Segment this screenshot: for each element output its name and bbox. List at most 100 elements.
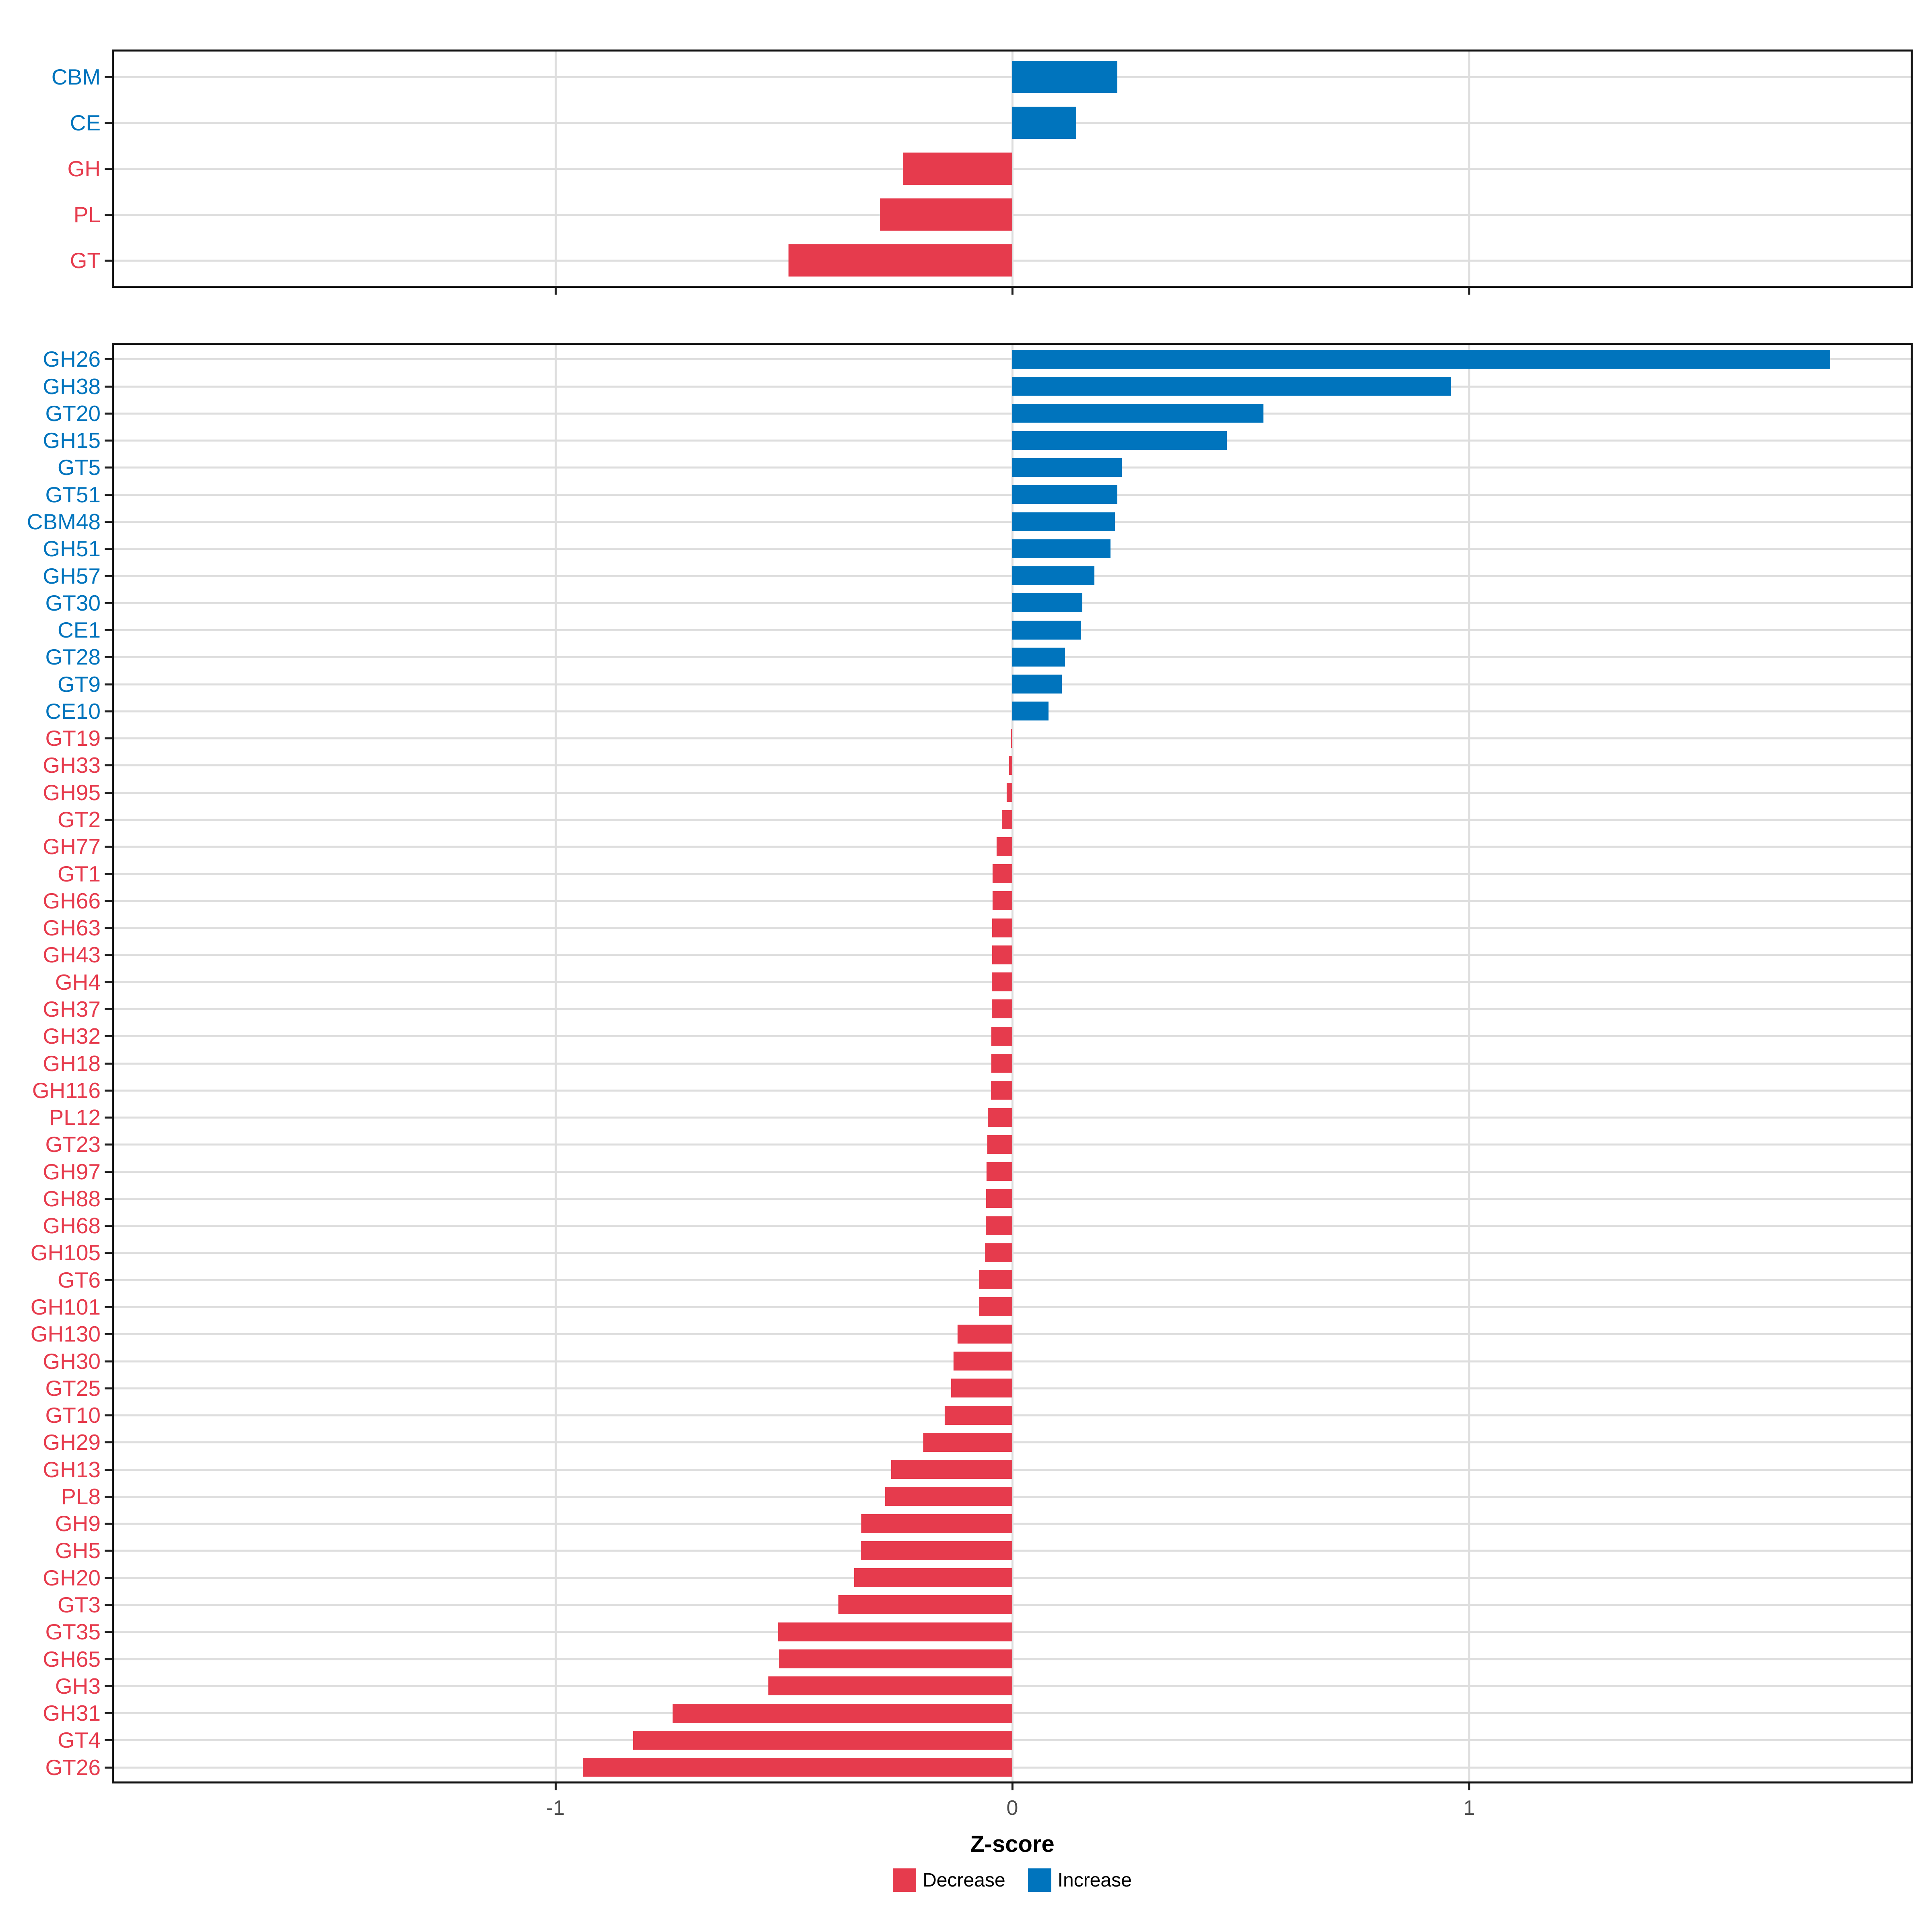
bar-GT19 xyxy=(1011,729,1012,748)
horizontal-gridline xyxy=(114,1090,1911,1092)
bar-GT10 xyxy=(945,1406,1012,1425)
x-axis-tick xyxy=(555,1783,557,1790)
y-label-GH68: GH68 xyxy=(43,1213,101,1238)
increase-swatch xyxy=(1028,1868,1051,1892)
y-label-CBM48: CBM48 xyxy=(27,509,101,534)
bar-PL xyxy=(880,198,1012,231)
bar-GH9 xyxy=(861,1514,1012,1533)
bar-GH38 xyxy=(1012,377,1451,396)
y-label-GH5: GH5 xyxy=(55,1538,101,1563)
y-axis-tick xyxy=(105,629,112,631)
y-axis-tick xyxy=(105,440,112,442)
y-axis-tick xyxy=(105,764,112,766)
bar-GH77 xyxy=(997,837,1012,856)
y-axis-tick xyxy=(105,683,112,685)
horizontal-gridline xyxy=(114,1117,1911,1119)
y-axis-tick xyxy=(105,1063,112,1065)
y-label-GH95: GH95 xyxy=(43,780,101,805)
y-label-GH105: GH105 xyxy=(30,1240,101,1265)
horizontal-gridline xyxy=(114,1035,1911,1037)
y-axis-tick xyxy=(105,122,112,124)
y-label-GT25: GT25 xyxy=(45,1376,101,1401)
y-axis-tick xyxy=(105,792,112,794)
y-axis-tick xyxy=(105,260,112,262)
horizontal-gridline xyxy=(114,1171,1911,1173)
y-axis-tick xyxy=(105,900,112,902)
y-label-GT10: GT10 xyxy=(45,1403,101,1428)
horizontal-gridline xyxy=(114,1279,1911,1281)
y-axis-tick xyxy=(105,710,112,712)
horizontal-gridline xyxy=(114,168,1911,170)
y-label-GT: GT xyxy=(70,248,101,273)
horizontal-gridline xyxy=(114,954,1911,956)
y-label-GT19: GT19 xyxy=(45,726,101,751)
bar-GH68 xyxy=(986,1216,1012,1235)
x-axis-tick xyxy=(1011,1783,1013,1790)
y-label-GH32: GH32 xyxy=(43,1024,101,1049)
horizontal-gridline xyxy=(114,1523,1911,1525)
y-axis-tick xyxy=(105,1008,112,1010)
horizontal-gridline xyxy=(114,1360,1911,1362)
y-axis-tick xyxy=(105,1523,112,1525)
y-axis-tick xyxy=(105,1360,112,1362)
horizontal-gridline xyxy=(114,1739,1911,1741)
horizontal-gridline xyxy=(114,1198,1911,1200)
y-label-GH30: GH30 xyxy=(43,1349,101,1374)
y-axis-tick xyxy=(105,358,112,360)
bar-GH88 xyxy=(986,1189,1012,1208)
y-label-GT5: GT5 xyxy=(58,455,101,480)
y-axis-tick xyxy=(105,1306,112,1308)
y-label-GT4: GT4 xyxy=(58,1728,101,1752)
bar-GT30 xyxy=(1012,593,1082,612)
y-label-GH130: GH130 xyxy=(30,1321,101,1346)
y-axis-tick xyxy=(105,1712,112,1714)
bottom-panel xyxy=(112,343,1913,1783)
bar-GT25 xyxy=(951,1379,1012,1397)
y-axis-tick xyxy=(105,656,112,658)
y-axis-tick xyxy=(105,413,112,415)
legend: Decrease Increase xyxy=(112,1868,1913,1892)
legend-item-decrease: Decrease xyxy=(893,1868,1005,1892)
bar-CBM xyxy=(1012,61,1117,93)
bar-GT2 xyxy=(1002,810,1012,829)
bar-GT xyxy=(788,244,1012,277)
x-axis-tick xyxy=(1011,288,1013,295)
bar-GH31 xyxy=(673,1704,1012,1723)
y-label-GH65: GH65 xyxy=(43,1647,101,1672)
horizontal-gridline xyxy=(114,1658,1911,1660)
y-axis-tick xyxy=(105,214,112,216)
y-label-GH: GH xyxy=(67,156,101,181)
y-axis-tick xyxy=(105,846,112,848)
y-axis-tick xyxy=(105,1414,112,1416)
y-axis-tick xyxy=(105,927,112,929)
y-label-GT6: GT6 xyxy=(58,1267,101,1292)
y-axis-tick xyxy=(105,386,112,388)
y-label-GH26: GH26 xyxy=(43,347,101,372)
horizontal-gridline xyxy=(114,846,1911,848)
y-axis-tick xyxy=(105,1035,112,1037)
bar-GT26 xyxy=(583,1758,1012,1777)
y-axis-tick xyxy=(105,1604,112,1606)
y-axis-tick xyxy=(105,819,112,821)
top-panel xyxy=(112,50,1913,288)
horizontal-gridline xyxy=(114,1225,1911,1227)
y-axis-tick xyxy=(105,981,112,983)
x-axis-tick xyxy=(555,288,557,295)
x-axis-tick xyxy=(1468,288,1470,295)
bar-PL8 xyxy=(885,1487,1012,1506)
bar-GH130 xyxy=(958,1325,1012,1344)
bar-GT5 xyxy=(1012,458,1122,477)
y-label-GH38: GH38 xyxy=(43,374,101,399)
horizontal-gridline xyxy=(114,1387,1911,1389)
y-label-GT26: GT26 xyxy=(45,1755,101,1780)
horizontal-gridline xyxy=(114,1306,1911,1308)
horizontal-gridline xyxy=(114,1631,1911,1633)
y-label-GH33: GH33 xyxy=(43,753,101,778)
horizontal-gridline xyxy=(114,792,1911,794)
horizontal-gridline xyxy=(114,764,1911,766)
y-axis-tick xyxy=(105,1469,112,1471)
y-label-GH88: GH88 xyxy=(43,1186,101,1211)
bar-GH29 xyxy=(923,1433,1012,1452)
y-axis-tick xyxy=(105,1171,112,1173)
bar-GT20 xyxy=(1012,404,1263,423)
